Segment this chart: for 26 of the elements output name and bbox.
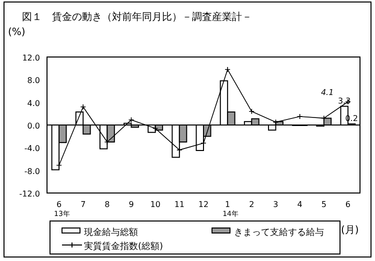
legend-label: 実質賃金指数(総額) bbox=[84, 241, 164, 252]
y-tick-label: -12.0 bbox=[19, 190, 40, 198]
y-tick-label: -4.0 bbox=[24, 144, 40, 154]
x-tick-label: 5 bbox=[321, 200, 326, 209]
x-tick-label: 8 bbox=[104, 200, 110, 209]
x-tick-label: 10 bbox=[150, 200, 160, 209]
title: 図１ 賃金の動き（対前年同月比）－調査産業計－ bbox=[22, 12, 252, 23]
x-tick-label: 4 bbox=[297, 200, 302, 209]
xlabel: (月) bbox=[341, 225, 359, 236]
x-tick-label: 12 bbox=[198, 200, 209, 209]
x-tick-label: 3 bbox=[273, 200, 278, 209]
y-tick-label: 0.0 bbox=[27, 122, 40, 130]
legend-label: 現金給与総額 bbox=[84, 227, 138, 238]
x-tick-label: 9 bbox=[128, 200, 134, 209]
y-tick-label: 4.0 bbox=[27, 98, 40, 108]
y-tick-label: 8.0 bbox=[27, 76, 40, 86]
data-label: 4.1 bbox=[320, 88, 334, 97]
data-label: 3.3 bbox=[338, 96, 351, 106]
x-tick-label: 2 bbox=[249, 200, 254, 209]
x-tick-label: 11 bbox=[174, 200, 185, 209]
legend-label: きまって支給する給与 bbox=[234, 227, 324, 238]
x-tick-label: 6 bbox=[345, 200, 351, 209]
x-tick-label: 7 bbox=[80, 200, 86, 209]
y-tick-label: -8.0 bbox=[24, 166, 40, 176]
y-tick-label: 12.0 bbox=[22, 54, 40, 62]
ylabel: (%) bbox=[8, 27, 26, 38]
